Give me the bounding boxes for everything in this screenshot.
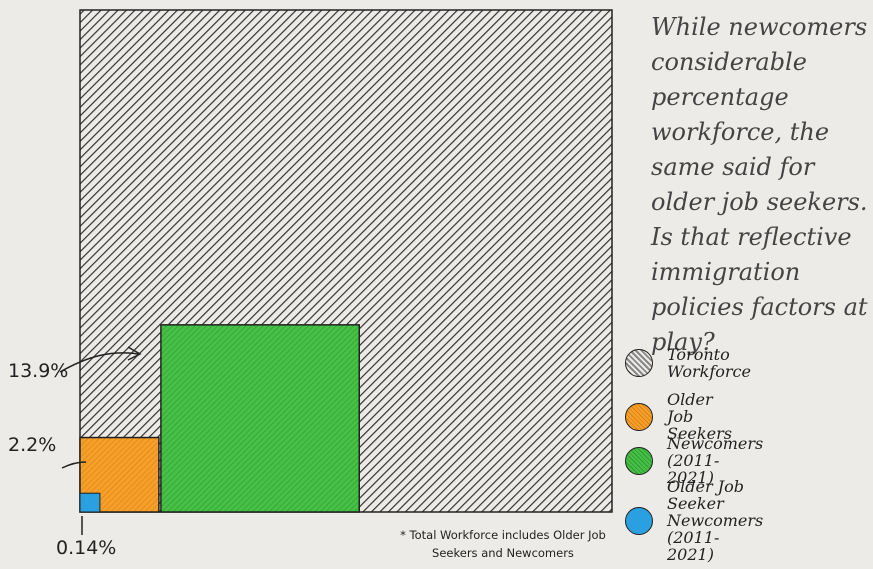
newcomers-square bbox=[160, 324, 361, 513]
legend-item-toronto-workforce: Toronto Workforce bbox=[625, 346, 751, 380]
green-hatched-circle-icon bbox=[625, 446, 653, 475]
footnote: * Total Workforce includes Older Job See… bbox=[400, 528, 606, 560]
gray-hatched-circle-icon bbox=[625, 349, 653, 377]
older-newcomers-value-label: 0.14% bbox=[56, 537, 117, 559]
newcomers-arrowhead bbox=[127, 346, 142, 361]
legend-item-older-job-seekers: Older Job Seekers bbox=[625, 391, 732, 442]
older-value-label: 2.2% bbox=[8, 434, 57, 456]
newcomers-arrow bbox=[59, 352, 139, 373]
orange-hatched-circle-icon bbox=[625, 402, 653, 431]
older-newcomers-square bbox=[79, 492, 101, 513]
annotation-text: While newcomers considerable percentage … bbox=[651, 13, 868, 356]
older-pointer bbox=[61, 461, 87, 469]
blue-circle-icon bbox=[625, 506, 653, 535]
newcomers-value-label: 13.9% bbox=[8, 360, 69, 382]
legend-item-older-newcomers: Older Job Seeker Newcomers (2011-2021) bbox=[625, 478, 763, 563]
legend-item-newcomers: Newcomers (2011-2021) bbox=[625, 435, 763, 486]
